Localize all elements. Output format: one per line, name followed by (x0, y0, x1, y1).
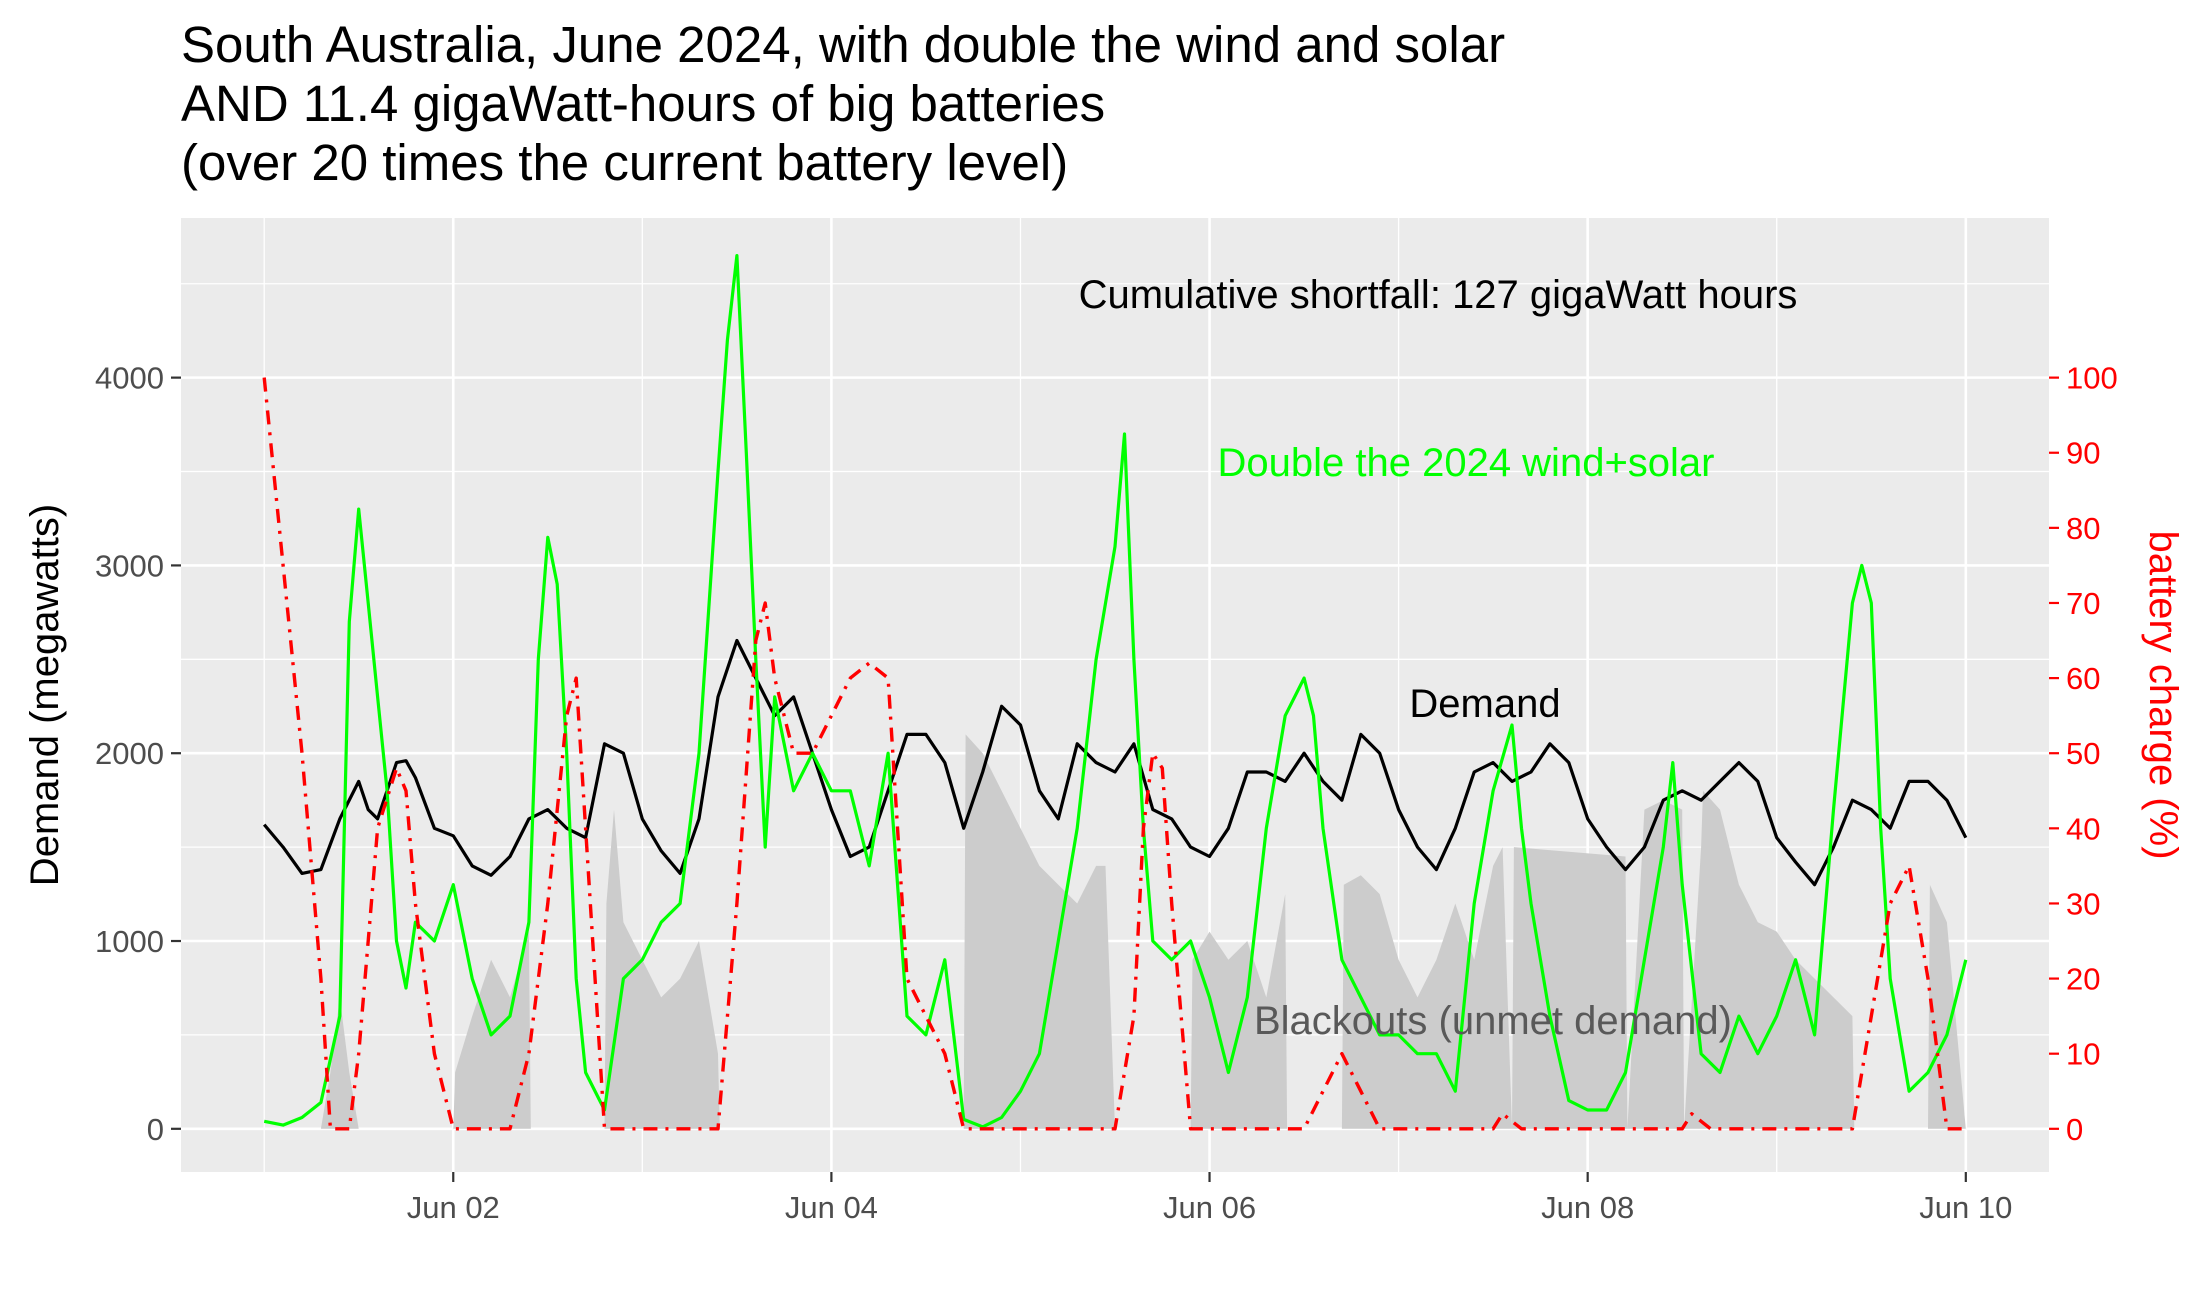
title-line-3: (over 20 times the current battery level… (181, 134, 1068, 191)
annotation-blackouts: Blackouts (unmet demand) (1254, 999, 1732, 1043)
y2-tick-label: 80 (2066, 511, 2100, 546)
y2-tick-label: 90 (2066, 436, 2100, 471)
y2-tick-label: 30 (2066, 886, 2100, 921)
y2-tick-label: 60 (2066, 661, 2100, 696)
annotation-demand: Demand (1409, 682, 1560, 726)
series-lines-layer (262, 254, 1968, 1131)
y-tick-label: 1000 (95, 924, 164, 959)
series-blackouts-area (264, 734, 1966, 1129)
y2-tick-label: 20 (2066, 962, 2100, 997)
blackouts-area-layer (264, 734, 1966, 1129)
y2-tick-label: 0 (2066, 1112, 2083, 1147)
chart-title: South Australia, June 2024, with double … (181, 16, 1505, 191)
x-tick-label: Jun 02 (407, 1190, 500, 1225)
y-tick-label: 2000 (95, 736, 164, 771)
y-axis-title: Demand (megawatts) (23, 504, 67, 886)
y2-tick-label: 50 (2066, 736, 2100, 771)
x-tick-label: Jun 04 (785, 1190, 878, 1225)
title-line-1: South Australia, June 2024, with double … (181, 16, 1505, 73)
y2-tick-label: 40 (2066, 811, 2100, 846)
annotation-shortfall: Cumulative shortfall: 127 gigaWatt hours (1079, 273, 1798, 317)
x-tick-label: Jun 08 (1541, 1190, 1634, 1225)
y-tick-label: 0 (147, 1112, 164, 1147)
y-tick-label: 3000 (95, 548, 164, 583)
annotation-renewables: Double the 2024 wind+solar (1217, 441, 1714, 485)
x-tick-label: Jun 10 (1919, 1190, 2012, 1225)
y-tick-label: 4000 (95, 361, 164, 396)
y2-tick-label: 70 (2066, 586, 2100, 621)
x-tick-label: Jun 06 (1163, 1190, 1256, 1225)
title-line-2: AND 11.4 gigaWatt-hours of big batteries (181, 75, 1105, 132)
series-renewables-line (263, 254, 1968, 1129)
axes-layer: 0 1000 2000 3000 4000 0 10 20 30 40 50 60 70 80 90 100 J… (95, 361, 2118, 1225)
y2-tick-label: 100 (2066, 361, 2118, 396)
y2-axis-title: battery charge (%) (2141, 530, 2185, 859)
y2-tick-label: 10 (2066, 1037, 2100, 1072)
